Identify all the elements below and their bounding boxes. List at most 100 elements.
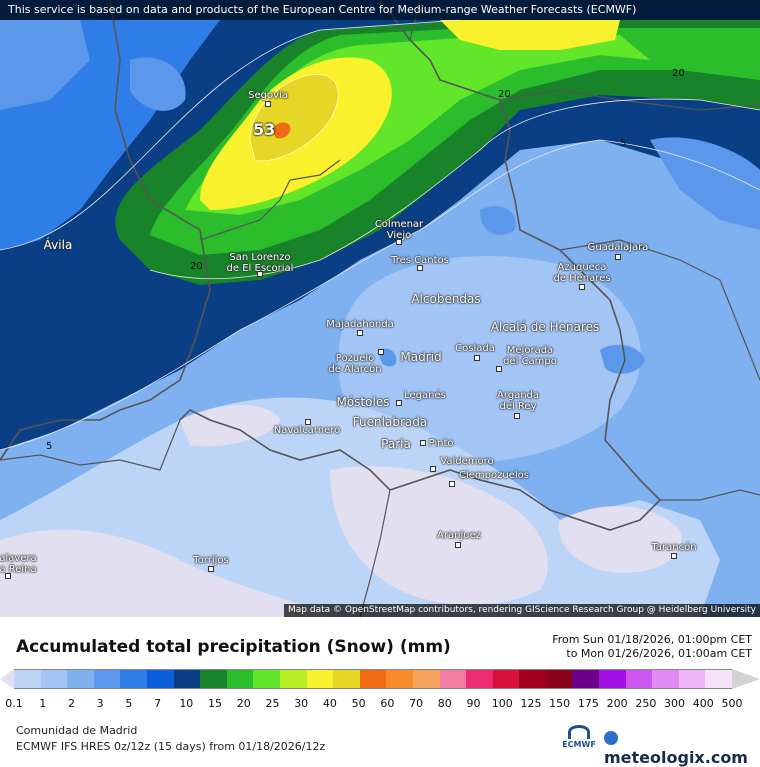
legend-title: Accumulated total precipitation (Snow) (… <box>16 637 451 657</box>
city-marker <box>378 349 384 355</box>
city-torrijos: Torrijos <box>193 555 229 566</box>
scale-swatch <box>439 670 467 688</box>
city-marker <box>417 265 423 271</box>
city-mostoles: Móstoles <box>336 395 390 409</box>
scale-tick-label: 20 <box>236 697 251 710</box>
scale-swatch <box>412 670 440 688</box>
city-san-lorenzo: San Lorenzo de El Escorial <box>226 252 294 274</box>
city-azuqueca: Azuqueca de Henares <box>553 262 611 284</box>
contour-label: 20 <box>190 261 203 272</box>
legend-panel: Accumulated total precipitation (Snow) (… <box>0 617 760 767</box>
city-marker <box>396 400 402 406</box>
city-marker <box>5 573 11 579</box>
city-marker <box>496 366 502 372</box>
city-alcala: Alcalá de Henares <box>490 320 600 334</box>
city-alcobendas: Alcobendas <box>411 292 481 306</box>
scale-tick-label: 250 <box>635 697 657 710</box>
scale-swatch <box>67 670 94 688</box>
city-marker <box>420 440 426 446</box>
scale-tick-label: 40 <box>322 697 337 710</box>
city-marker <box>357 330 363 336</box>
map-fields <box>0 0 760 617</box>
scale-swatch <box>359 670 387 688</box>
scale-swatch <box>120 670 147 688</box>
city-marker <box>265 101 271 107</box>
scale-tick-label: 125 <box>520 697 542 710</box>
model-run: ECMWF IFS HRES 0z/12z (15 days) from 01/… <box>16 740 326 753</box>
city-majadahonda: Majadahonda <box>326 319 394 330</box>
city-tarancon: Tarancón <box>651 542 697 553</box>
period-to: to Mon 01/26/2026, 01:00am CET <box>566 647 752 660</box>
scale-tick-label: 3 <box>96 697 104 710</box>
scale-swatch <box>678 670 706 688</box>
city-marker <box>208 566 214 572</box>
scale-swatch <box>625 670 653 688</box>
scale-tick-label: 25 <box>265 697 280 710</box>
city-marker <box>449 481 455 487</box>
city-coslada: Coslada <box>455 343 495 354</box>
ecmwf-logo[interactable]: ECMWF <box>562 725 596 749</box>
max-value-label: 53 <box>253 120 276 139</box>
scale-tick-label: 30 <box>294 697 309 710</box>
city-marker <box>430 466 436 472</box>
city-segovia: Segovia <box>248 90 288 101</box>
city-marker <box>305 419 311 425</box>
valid-period: From Sun 01/18/2026, 01:00pm CET to Mon … <box>552 633 752 661</box>
city-talavera: alavera a Reina <box>0 553 37 575</box>
city-ciempozuelos: Ciempozuelos <box>459 470 529 481</box>
meteologix-logo[interactable]: meteologix.com <box>604 729 760 767</box>
contour-label: 5 <box>620 138 627 149</box>
ecmwf-logo-text: ECMWF <box>562 740 596 749</box>
ecmwf-logo-icon <box>568 725 590 739</box>
city-avila: Ávila <box>43 238 73 252</box>
city-pinto: Pinto <box>428 438 454 449</box>
scale-tick-label: 400 <box>692 697 714 710</box>
contour-label: 20 <box>498 89 511 100</box>
contour-label: 20 <box>672 68 685 79</box>
scale-tick-label: 100 <box>491 697 513 710</box>
period-from: From Sun 01/18/2026, 01:00pm CET <box>552 633 752 646</box>
meteologix-icon <box>604 731 618 745</box>
scale-swatch <box>93 670 121 688</box>
scale-tick-label: 50 <box>351 697 366 710</box>
scale-swatch <box>599 670 626 688</box>
scale-tick-label: 60 <box>380 697 395 710</box>
city-marker <box>615 254 621 260</box>
city-mejorada: Mejorada del Campo <box>503 345 557 367</box>
scale-swatch <box>306 670 334 688</box>
city-madrid: Madrid <box>400 350 442 364</box>
city-tres-cantos: Tres Cantos <box>391 255 449 266</box>
city-guadalajara: Guadalajara <box>587 242 649 253</box>
scale-swatch <box>466 670 493 688</box>
city-colmenar-viejo: Colmenar Viejo <box>374 219 424 241</box>
scale-tick-label: 7 <box>154 697 162 710</box>
scale-tick-label: 90 <box>466 697 481 710</box>
city-valdemoro: Valdemoro <box>440 456 494 467</box>
scale-swatch <box>333 670 360 688</box>
ecmwf-banner: This service is based on data and produc… <box>0 0 760 20</box>
scale-swatch <box>279 670 307 688</box>
scale-tick-label: 1 <box>39 697 47 710</box>
city-marker <box>671 553 677 559</box>
color-scale <box>14 669 733 689</box>
region-name: Comunidad de Madrid <box>16 724 138 737</box>
scale-tick-label: 0.1 <box>5 697 23 710</box>
contour-label: 5 <box>46 441 53 452</box>
scale-tick-label: 175 <box>577 697 599 710</box>
precipitation-map[interactable]: This service is based on data and produc… <box>0 0 760 617</box>
map-attribution: Map data © OpenStreetMap contributors, r… <box>284 604 760 617</box>
city-fuenlabrada: Fuenlabrada <box>352 415 428 429</box>
scale-tick-label: 150 <box>549 697 571 710</box>
scale-swatch <box>545 670 573 688</box>
city-marker <box>579 284 585 290</box>
scale-swatch <box>492 670 520 688</box>
scale-swatch <box>652 670 679 688</box>
city-aranjuez: Aranjuez <box>437 530 481 541</box>
scale-tick-label: 15 <box>208 697 223 710</box>
scale-tick-label: 200 <box>606 697 628 710</box>
scale-tick-label: 2 <box>67 697 75 710</box>
city-arganda: Arganda del Rey <box>496 390 540 412</box>
scale-tick-label: 70 <box>409 697 424 710</box>
brand-text: meteologix.com <box>604 748 748 767</box>
scale-swatch <box>173 670 201 688</box>
